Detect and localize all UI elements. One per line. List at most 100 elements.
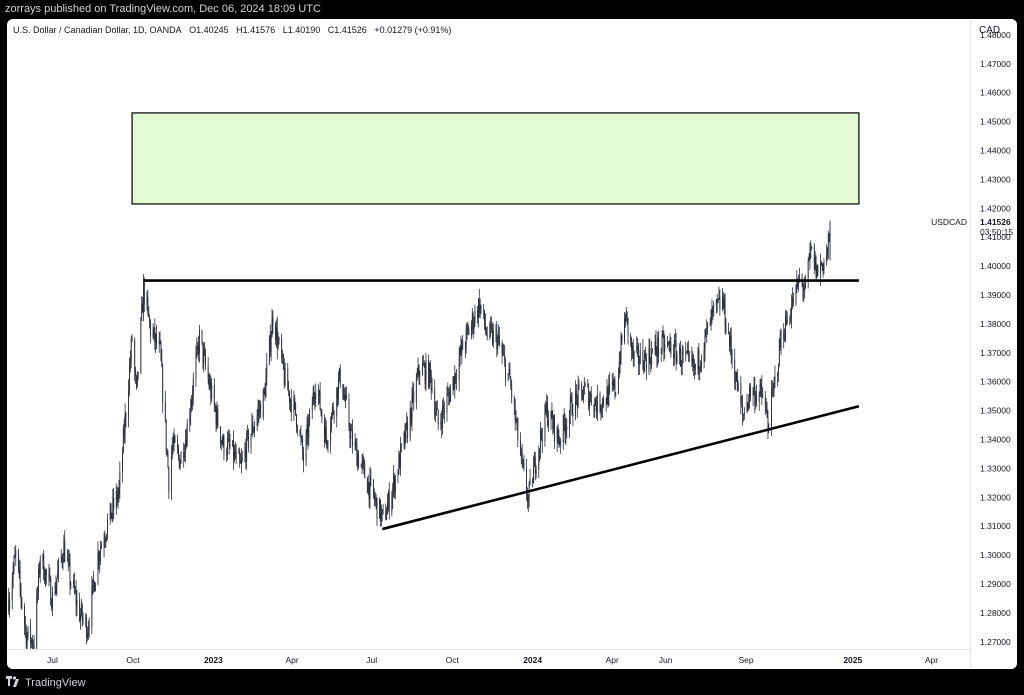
- candle-body: [37, 591, 39, 596]
- candle-body: [257, 409, 259, 416]
- candle-body: [764, 397, 766, 408]
- supply-zone-box[interactable]: [131, 112, 860, 205]
- candle-body: [93, 579, 95, 583]
- candle-body: [811, 246, 813, 248]
- candle-body: [129, 365, 130, 390]
- candle-body: [497, 338, 499, 350]
- price-axis[interactable]: 1.48000 1.47000 1.46000 1.45000 1.44000 1.430…: [970, 19, 1017, 669]
- candle-body: [765, 407, 767, 410]
- candle-body: [541, 436, 543, 442]
- candle-body: [348, 398, 350, 428]
- candle-body: [436, 408, 437, 412]
- support-trend-line[interactable]: [381, 404, 860, 531]
- candle-body: [791, 305, 793, 319]
- candle-body: [149, 321, 151, 337]
- price-tick-label: 1.43000: [980, 174, 1011, 184]
- candle-body: [265, 376, 267, 398]
- candle-body: [289, 391, 290, 403]
- candle-body: [716, 299, 718, 302]
- candle-body: [777, 374, 779, 376]
- candle-body: [143, 281, 145, 304]
- candle-body: [171, 444, 173, 455]
- candle-body: [663, 336, 665, 352]
- price-tick-label: 1.40000: [980, 261, 1011, 271]
- candle-body: [676, 354, 678, 363]
- candle-body: [737, 383, 739, 392]
- candle-body: [87, 628, 89, 636]
- candle-body: [734, 359, 736, 383]
- candle-body: [602, 398, 604, 409]
- candle-body: [235, 451, 237, 458]
- time-axis[interactable]: Jul Oct 2023 Apr Jul Oct 2024 Apr Jun Sep 2025 Apr: [7, 649, 970, 669]
- candle-body: [459, 347, 461, 359]
- candle-body: [742, 404, 744, 415]
- candle-body: [798, 278, 800, 287]
- candle-body: [385, 510, 387, 520]
- candle-body: [631, 345, 633, 351]
- candle-body: [220, 440, 222, 443]
- candle-body: [502, 353, 504, 355]
- candle-body: [680, 347, 681, 367]
- candle-body: [309, 410, 311, 421]
- candle-body: [115, 491, 117, 509]
- published-header: zorrays published on TradingView.com, De…: [5, 3, 321, 15]
- candle-body: [544, 405, 546, 442]
- candle-body: [688, 351, 690, 357]
- candle-body: [360, 464, 362, 468]
- candle-body: [13, 557, 15, 571]
- candle-body: [266, 363, 268, 377]
- candle-body: [595, 399, 597, 405]
- currency-label: CAD: [979, 25, 1001, 36]
- candle-body: [226, 440, 228, 455]
- candle-body: [692, 357, 694, 363]
- candle-body: [94, 582, 95, 592]
- candle-body: [607, 387, 609, 406]
- candle-body: [575, 391, 577, 396]
- candle-body: [233, 440, 234, 460]
- candle-body: [455, 373, 457, 380]
- candle-body: [94, 583, 96, 592]
- candle-body: [559, 441, 561, 445]
- candle-body: [827, 234, 829, 249]
- candle-body: [357, 455, 359, 467]
- candle-body: [797, 279, 799, 287]
- candle-body: [355, 442, 357, 445]
- chart-plot-area[interactable]: USDCAD: [7, 19, 970, 649]
- candle-body: [510, 379, 512, 387]
- candle-body: [698, 350, 700, 371]
- ohlc-low: L1.40190: [282, 25, 321, 35]
- candle-body: [376, 497, 378, 519]
- candle-body: [560, 441, 562, 443]
- candle-body: [701, 361, 702, 367]
- candle-body: [321, 412, 323, 419]
- candle-body: [808, 258, 810, 261]
- candle-body: [233, 450, 235, 460]
- candle-body: [318, 390, 320, 395]
- candle-body: [222, 436, 224, 444]
- candle-body: [61, 556, 63, 562]
- candle-body: [620, 335, 622, 364]
- candle-body: [397, 473, 399, 477]
- candle-body: [829, 221, 831, 260]
- candle-body: [418, 365, 420, 375]
- candle-body: [64, 540, 66, 562]
- candle-body: [306, 425, 308, 434]
- candle-body: [617, 375, 619, 393]
- candle-body: [652, 350, 653, 351]
- candle-body: [722, 296, 723, 310]
- candle-body: [572, 414, 574, 417]
- candle-body: [603, 398, 604, 405]
- candle-body: [379, 499, 381, 519]
- candle-body: [142, 304, 144, 313]
- candle-body: [195, 355, 197, 379]
- candle-body: [483, 309, 485, 311]
- candle-body: [11, 581, 13, 601]
- candle-body: [687, 350, 689, 352]
- candle-body: [736, 372, 737, 381]
- candle-body: [283, 368, 285, 386]
- candle-body: [639, 350, 641, 364]
- candle-body: [290, 399, 292, 413]
- candle-body: [374, 499, 376, 501]
- candle-body: [240, 459, 242, 464]
- candle-body: [398, 454, 400, 474]
